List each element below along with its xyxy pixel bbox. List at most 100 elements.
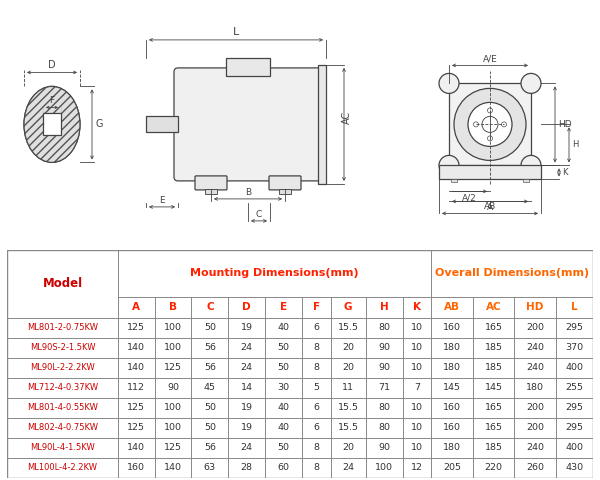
Bar	[302, 457, 331, 478]
Text: 28: 28	[241, 463, 253, 472]
Text: 240: 240	[526, 443, 544, 452]
Bar	[118, 378, 155, 398]
Bar	[431, 457, 473, 478]
Text: L: L	[233, 27, 239, 37]
Bar	[118, 297, 155, 318]
FancyBboxPatch shape	[174, 68, 322, 181]
Text: Overall Dimensions(mm): Overall Dimensions(mm)	[435, 268, 589, 278]
Bar	[7, 457, 118, 478]
Bar	[403, 457, 431, 478]
Text: ML712-4-0.37KW: ML712-4-0.37KW	[27, 383, 98, 392]
Circle shape	[439, 73, 459, 94]
Text: F: F	[49, 96, 55, 106]
Text: D: D	[48, 60, 56, 71]
Bar	[473, 358, 514, 378]
Bar	[302, 338, 331, 358]
Bar	[265, 438, 302, 457]
Bar	[439, 166, 541, 180]
Bar	[191, 418, 229, 438]
Text: 180: 180	[443, 363, 461, 372]
Bar	[191, 297, 229, 318]
Text: E: E	[159, 196, 165, 205]
Text: 19: 19	[241, 423, 253, 432]
Bar	[403, 418, 431, 438]
Bar	[523, 180, 529, 182]
Bar	[118, 418, 155, 438]
Bar	[365, 338, 403, 358]
Text: 50: 50	[204, 323, 216, 332]
Bar	[556, 438, 593, 457]
Text: 140: 140	[127, 363, 145, 372]
Bar	[331, 398, 365, 418]
Bar	[118, 438, 155, 457]
Text: AC: AC	[486, 302, 502, 312]
Bar	[365, 398, 403, 418]
Bar	[7, 418, 118, 438]
Text: D: D	[242, 302, 251, 312]
Bar	[229, 378, 265, 398]
Text: 125: 125	[127, 423, 145, 432]
Bar	[302, 398, 331, 418]
Bar	[431, 338, 473, 358]
Text: 14: 14	[241, 383, 253, 392]
Bar	[365, 297, 403, 318]
Text: K: K	[562, 168, 568, 177]
Text: 40: 40	[278, 323, 290, 332]
Bar	[403, 438, 431, 457]
Text: 430: 430	[565, 463, 583, 472]
Bar	[155, 297, 191, 318]
Bar	[265, 398, 302, 418]
Bar	[331, 418, 365, 438]
Text: 20: 20	[342, 443, 354, 452]
Bar	[229, 338, 265, 358]
Bar	[191, 378, 229, 398]
Text: ML100L-4-2.2KW: ML100L-4-2.2KW	[28, 463, 97, 472]
Text: B: B	[245, 188, 251, 197]
Bar	[7, 378, 118, 398]
Text: 240: 240	[526, 363, 544, 372]
Text: 295: 295	[565, 403, 583, 412]
Bar	[302, 318, 331, 338]
Bar	[514, 438, 556, 457]
Bar	[556, 418, 593, 438]
Bar	[451, 180, 457, 182]
Text: 185: 185	[485, 343, 503, 352]
Circle shape	[468, 102, 512, 146]
Circle shape	[487, 136, 493, 141]
Text: Mounting Dimensions(mm): Mounting Dimensions(mm)	[190, 268, 359, 278]
Text: 90: 90	[378, 343, 390, 352]
Text: 125: 125	[164, 363, 182, 372]
Text: 15.5: 15.5	[338, 323, 359, 332]
Circle shape	[521, 156, 541, 175]
Text: 7: 7	[414, 383, 420, 392]
Text: AB: AB	[444, 302, 460, 312]
Bar	[556, 378, 593, 398]
Text: 50: 50	[278, 363, 290, 372]
Bar	[7, 338, 118, 358]
Bar	[302, 297, 331, 318]
Bar	[331, 457, 365, 478]
Text: 180: 180	[526, 383, 544, 392]
Bar	[191, 358, 229, 378]
Bar	[473, 378, 514, 398]
Bar	[514, 338, 556, 358]
Text: 5: 5	[313, 383, 319, 392]
Text: 56: 56	[204, 363, 216, 372]
Bar	[365, 438, 403, 457]
Text: 295: 295	[565, 323, 583, 332]
Text: 15.5: 15.5	[338, 423, 359, 432]
Text: ML801-4-0.55KW: ML801-4-0.55KW	[27, 403, 98, 412]
Bar	[155, 338, 191, 358]
Text: 180: 180	[443, 343, 461, 352]
Text: 160: 160	[443, 323, 461, 332]
Text: L: L	[571, 302, 578, 312]
Text: 8: 8	[313, 343, 319, 352]
Text: 10: 10	[411, 363, 423, 372]
Text: A: A	[132, 302, 140, 312]
Text: 56: 56	[204, 443, 216, 452]
Text: 140: 140	[127, 343, 145, 352]
Bar	[155, 358, 191, 378]
Bar	[556, 457, 593, 478]
Bar	[403, 378, 431, 398]
Bar	[155, 438, 191, 457]
